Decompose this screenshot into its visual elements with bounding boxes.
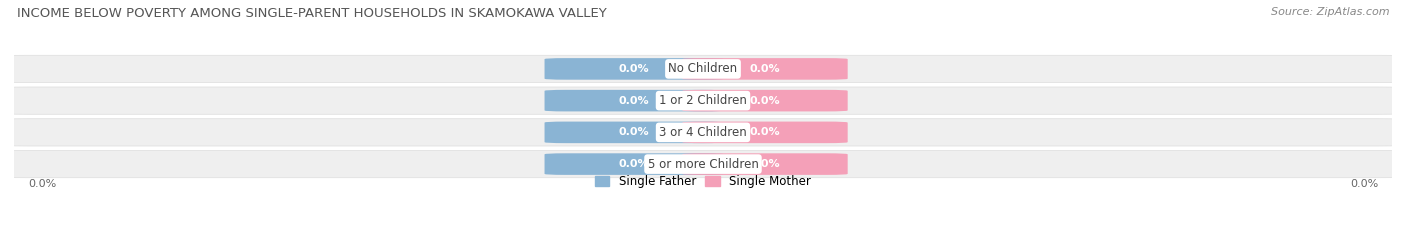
Text: 0.0%: 0.0%: [619, 64, 650, 74]
Text: 3 or 4 Children: 3 or 4 Children: [659, 126, 747, 139]
FancyBboxPatch shape: [544, 122, 724, 143]
FancyBboxPatch shape: [544, 153, 724, 175]
Text: 1 or 2 Children: 1 or 2 Children: [659, 94, 747, 107]
FancyBboxPatch shape: [682, 58, 848, 80]
Text: INCOME BELOW POVERTY AMONG SINGLE-PARENT HOUSEHOLDS IN SKAMOKAWA VALLEY: INCOME BELOW POVERTY AMONG SINGLE-PARENT…: [17, 7, 606, 20]
FancyBboxPatch shape: [0, 151, 1406, 178]
FancyBboxPatch shape: [682, 122, 848, 143]
Text: 0.0%: 0.0%: [749, 96, 780, 106]
FancyBboxPatch shape: [544, 90, 724, 111]
FancyBboxPatch shape: [0, 55, 1406, 82]
FancyBboxPatch shape: [0, 87, 1406, 114]
Text: 0.0%: 0.0%: [619, 127, 650, 137]
Text: 0.0%: 0.0%: [28, 179, 56, 189]
Text: 0.0%: 0.0%: [619, 159, 650, 169]
Text: 0.0%: 0.0%: [619, 96, 650, 106]
Text: 0.0%: 0.0%: [749, 159, 780, 169]
FancyBboxPatch shape: [0, 119, 1406, 146]
FancyBboxPatch shape: [682, 153, 848, 175]
FancyBboxPatch shape: [682, 90, 848, 111]
Text: Source: ZipAtlas.com: Source: ZipAtlas.com: [1271, 7, 1389, 17]
Legend: Single Father, Single Mother: Single Father, Single Mother: [595, 175, 811, 188]
Text: 0.0%: 0.0%: [749, 127, 780, 137]
FancyBboxPatch shape: [544, 58, 724, 80]
Text: 5 or more Children: 5 or more Children: [648, 158, 758, 171]
Text: No Children: No Children: [668, 62, 738, 75]
Text: 0.0%: 0.0%: [1350, 179, 1378, 189]
Text: 0.0%: 0.0%: [749, 64, 780, 74]
